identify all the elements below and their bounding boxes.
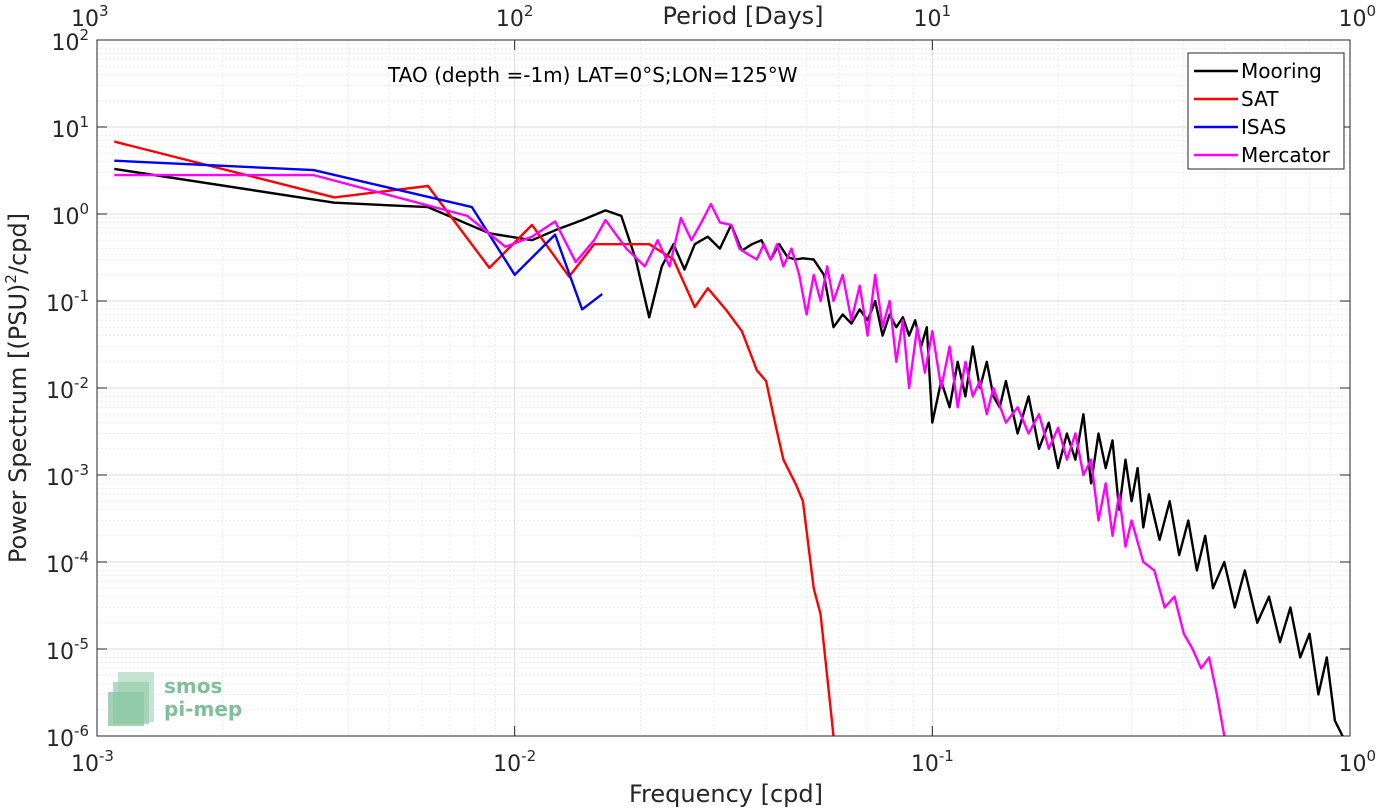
series-line-mercator — [114, 173, 1226, 736]
legend-label-isas: ISAS — [1241, 115, 1286, 139]
chart-title: TAO (depth =-1m) LAT=0°S;LON=125°W — [387, 63, 798, 87]
top-tick-label: 100 — [1338, 2, 1376, 32]
y-tick-label: 101 — [51, 113, 89, 143]
y-axis-label-main: Power Spectrum [(PSU) — [4, 284, 32, 563]
y-tick-label: 10-6 — [46, 722, 89, 752]
top-tick-label: 101 — [914, 2, 952, 32]
x-tick-label: 10-2 — [493, 747, 536, 777]
y-tick-label: 10-5 — [46, 635, 89, 665]
grid-lines — [96, 40, 1350, 737]
y-axis-label-sup: 2 — [2, 274, 20, 284]
series-line-mooring — [114, 167, 1344, 736]
legend-label-sat: SAT — [1241, 87, 1279, 111]
legend-box — [1187, 52, 1345, 170]
top-tick-label: 103 — [71, 2, 109, 32]
y-axis-label: Power Spectrum [(PSU)2/cpd] — [2, 213, 32, 563]
x-axis-label: Frequency [cpd] — [629, 780, 823, 808]
tick-marks — [96, 39, 1351, 737]
logo-line-1: smos — [164, 674, 222, 698]
x-tick-label: 10-3 — [71, 747, 114, 777]
series-layer — [114, 140, 1344, 736]
y-tick-label: 102 — [51, 26, 89, 56]
legend: Mooring SAT ISAS Mercator — [1187, 52, 1345, 170]
legend-label-mooring: Mooring — [1241, 59, 1322, 83]
y-tick-label: 10-2 — [46, 374, 89, 404]
top-tick-label: 102 — [496, 2, 534, 32]
smos-pi-mep-logo: smos pi-mep — [108, 672, 242, 726]
legend-label-mercator: Mercator — [1241, 143, 1331, 167]
y-tick-label: 10-3 — [46, 461, 89, 491]
series-line-sat — [114, 140, 835, 736]
x-tick-label: 100 — [1338, 747, 1376, 777]
top-axis-label: Period [Days] — [662, 2, 823, 30]
y-tick-label: 100 — [51, 200, 89, 230]
y-tick-label: 10-4 — [46, 548, 89, 578]
series-line-isas — [114, 159, 603, 311]
x-tick-label: 10-1 — [911, 747, 954, 777]
y-axis-label-tail: /cpd] — [4, 213, 32, 274]
logo-line-2: pi-mep — [164, 697, 242, 721]
y-tick-label: 10-1 — [46, 287, 89, 317]
